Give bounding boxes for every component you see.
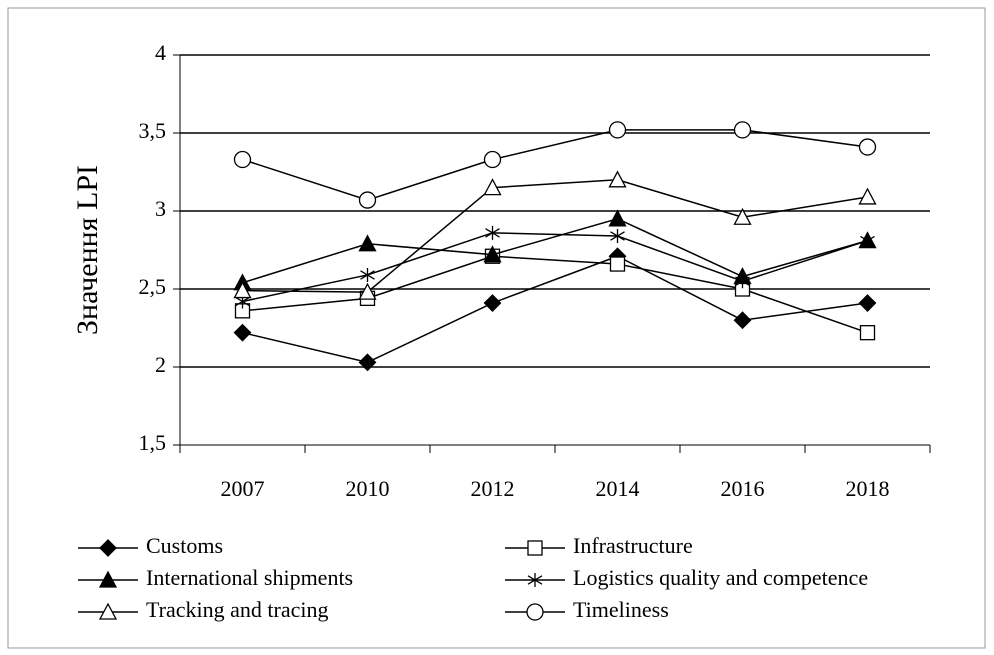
data-point [733,121,752,139]
series-line [242,129,868,201]
data-point [610,228,625,243]
data-point [483,245,502,263]
data-point [233,323,252,342]
legend-label: Logistics quality and competence [573,565,868,590]
x-tick-label: 2016 [721,476,765,501]
data-point [733,207,752,225]
x-tick-label: 2014 [596,476,640,501]
y-tick-label: 3 [155,196,166,221]
data-point [358,353,377,372]
series-line [242,255,868,334]
data-point [608,209,627,227]
y-tick-label: 3,5 [139,118,167,143]
legend-label: International shipments [146,565,353,590]
x-tick-label: 2007 [221,476,265,501]
series-line [242,232,868,303]
x-tick-label: 2012 [471,476,515,501]
y-tick-label: 1,5 [139,430,167,455]
chart-frame [7,7,986,649]
data-point [735,274,750,289]
data-point [608,121,627,139]
y-tick-label: 2 [155,352,166,377]
y-tick-label: 4 [155,40,166,65]
data-point [233,150,252,169]
data-point [360,267,375,282]
data-point [358,191,377,209]
x-tick-label: 2018 [846,476,890,501]
series-line [242,179,868,293]
data-point [858,138,877,156]
legend-label: Customs [146,533,223,558]
series-line [242,218,868,284]
legend-marker [527,540,543,556]
y-tick-label: 2,5 [139,274,167,299]
legend-marker [527,573,543,587]
legend-marker [99,539,117,557]
legend-label: Infrastructure [573,533,693,558]
legend-marker [98,570,118,588]
data-point [358,282,377,300]
legend-label: Tracking and tracing [146,597,328,622]
data-point [483,150,502,169]
data-point [860,233,875,248]
data-point [609,256,626,272]
data-point [858,294,877,312]
series-line [242,255,868,364]
data-point [485,225,500,240]
data-point [483,178,502,196]
data-point [483,294,502,312]
data-point [358,234,377,252]
legend-marker [98,602,118,620]
x-tick-label: 2010 [346,476,390,501]
data-point [233,281,252,299]
data-point [608,170,627,188]
legend-marker [526,603,544,621]
y-axis-label: Значення LPI [71,165,104,335]
data-point [733,311,752,330]
legend-label: Timeliness [573,597,669,622]
data-point [858,187,877,205]
data-point [859,325,876,341]
